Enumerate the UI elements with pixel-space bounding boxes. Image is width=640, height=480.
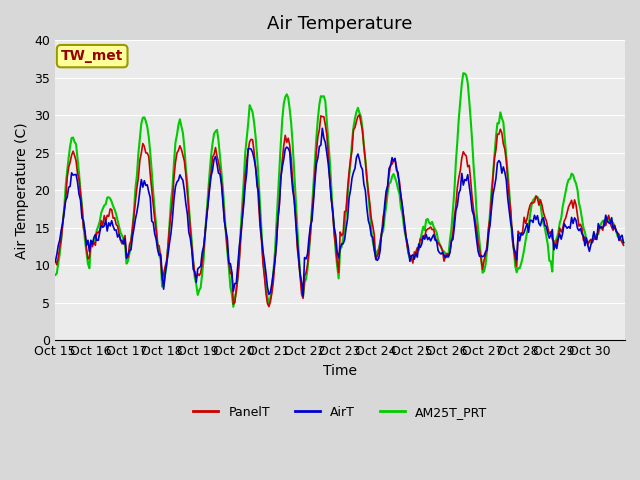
PanelT (460, 149, 467, 155)
Legend: PanelT, AirT, AM25T_PRT: PanelT, AirT, AM25T_PRT (188, 401, 492, 424)
AM25T_PRT (458, 81, 466, 87)
X-axis label: Time: Time (323, 364, 357, 378)
PanelT (618, 240, 626, 245)
AirT (88, 241, 96, 247)
PanelT (265, 304, 273, 310)
PanelT (51, 257, 59, 263)
AM25T_PRT (51, 272, 59, 278)
AirT (620, 240, 627, 245)
AirT (460, 182, 467, 188)
AM25T_PRT (460, 70, 467, 76)
AM25T_PRT (620, 240, 627, 246)
AirT (319, 125, 326, 131)
Line: PanelT: PanelT (55, 115, 623, 307)
AM25T_PRT (618, 238, 626, 243)
AM25T_PRT (345, 175, 353, 180)
AirT (544, 230, 552, 236)
Line: AirT: AirT (55, 128, 623, 296)
AM25T_PRT (230, 304, 237, 310)
PanelT (88, 244, 96, 250)
Text: TW_met: TW_met (61, 49, 124, 63)
Y-axis label: Air Temperature (C): Air Temperature (C) (15, 122, 29, 259)
PanelT (71, 153, 79, 158)
PanelT (345, 169, 353, 175)
AirT (71, 172, 79, 178)
AirT (300, 293, 307, 299)
PanelT (544, 225, 552, 231)
Line: AM25T_PRT: AM25T_PRT (55, 73, 623, 307)
AM25T_PRT (544, 242, 552, 248)
AM25T_PRT (88, 240, 96, 246)
Title: Air Temperature: Air Temperature (268, 15, 413, 33)
PanelT (356, 112, 364, 118)
PanelT (620, 242, 627, 248)
AirT (618, 232, 626, 238)
AM25T_PRT (71, 139, 79, 145)
AirT (347, 187, 355, 193)
AirT (51, 259, 59, 265)
